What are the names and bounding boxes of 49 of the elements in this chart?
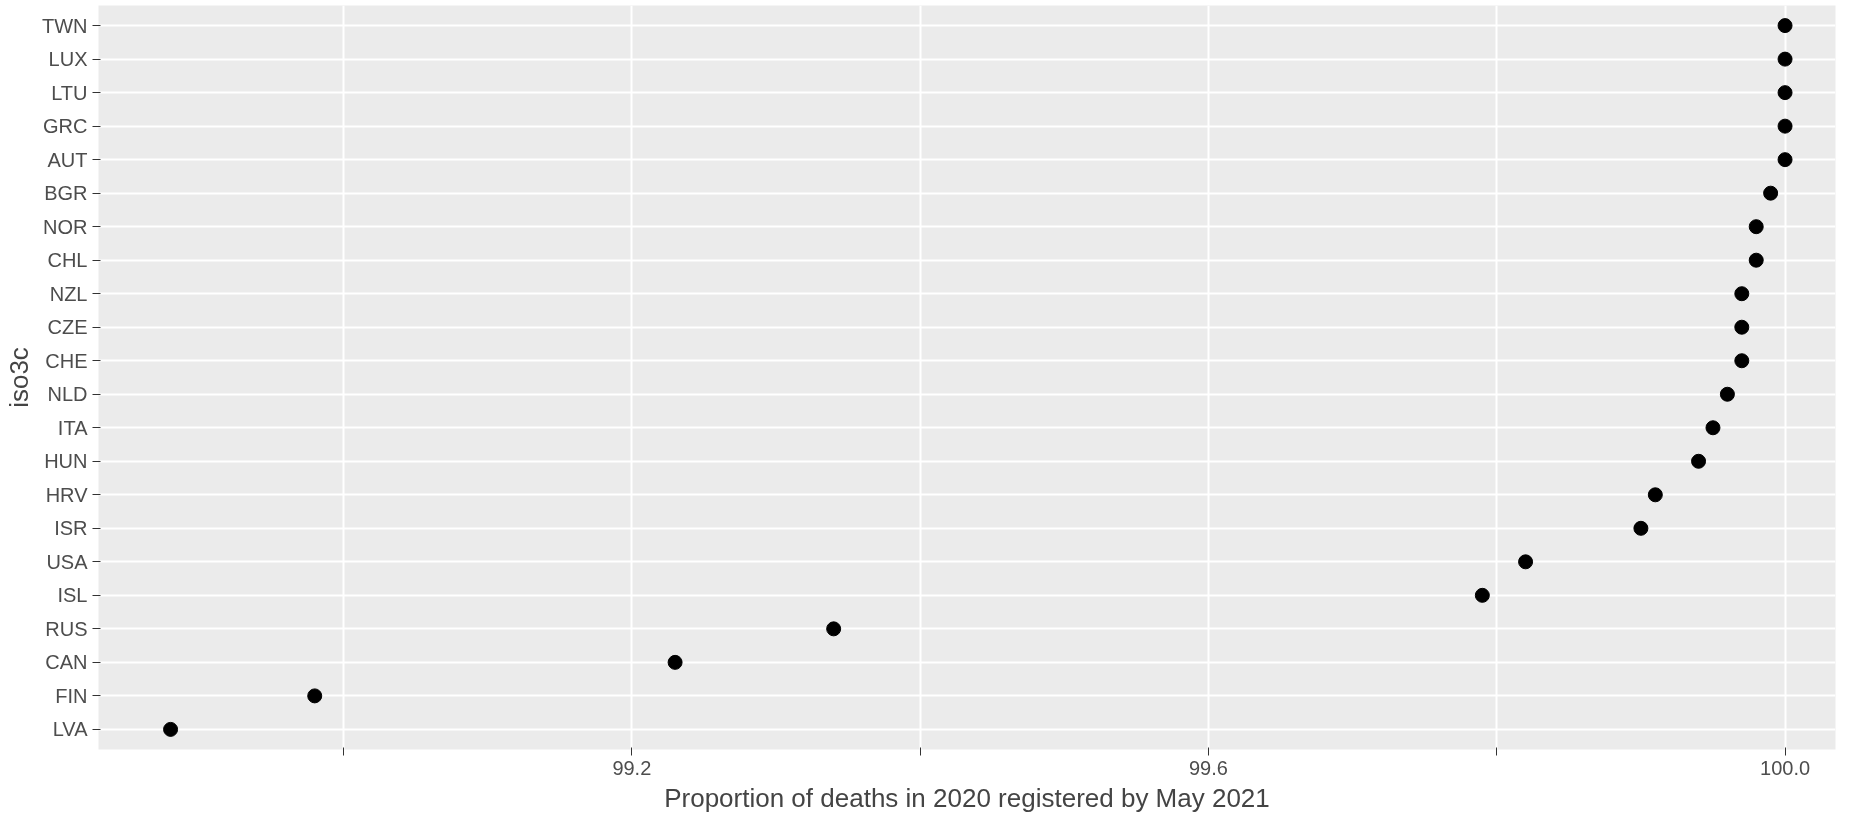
point (1633, 520, 1649, 536)
y-tick-label: CAN (45, 651, 88, 674)
point (1777, 51, 1793, 67)
point (1691, 453, 1707, 469)
y-tick-label: ISR (54, 517, 88, 540)
point (1734, 353, 1750, 369)
y-tick-label: LVA (52, 718, 89, 741)
x-axis-title: Proportion of deaths in 2020 registered by May 2021 (664, 782, 1270, 813)
y-tick-label: LUX (48, 48, 88, 71)
point (1763, 185, 1779, 201)
y-tick-label: CZE (47, 316, 88, 339)
y-tick-label: ITA (57, 416, 89, 439)
point (1748, 252, 1764, 268)
point (1734, 286, 1750, 302)
point (1777, 85, 1793, 101)
point (307, 688, 323, 704)
point (1518, 554, 1534, 570)
y-axis-title: iso3c (3, 347, 34, 408)
y-tick-label: USA (46, 550, 89, 573)
point (1647, 487, 1663, 503)
y-tick-label: NOR (43, 215, 88, 238)
point (163, 721, 179, 737)
y-tick-label: AUT (47, 148, 88, 171)
y-tick-label: ISL (57, 584, 88, 607)
point (1748, 219, 1764, 235)
x-tick-label: 99.2 (612, 756, 652, 779)
point (1777, 18, 1793, 34)
y-tick-label: NLD (47, 383, 88, 406)
y-tick-label: HUN (44, 450, 88, 473)
y-tick-label: FIN (55, 684, 88, 707)
y-tick-label: HRV (45, 483, 89, 506)
point (1734, 319, 1750, 335)
point (1474, 587, 1490, 603)
y-tick-label: TWN (41, 14, 88, 37)
y-tick-label: NZL (49, 282, 88, 305)
point (667, 654, 683, 670)
y-tick-label: CHL (47, 249, 88, 272)
point (1719, 386, 1735, 402)
point (1777, 152, 1793, 168)
y-tick-label: CHE (45, 349, 88, 372)
point (826, 621, 842, 637)
x-tick-label: 100.0 (1760, 756, 1811, 779)
point (1705, 420, 1721, 436)
point (1777, 118, 1793, 134)
x-tick-label: 99.6 (1188, 756, 1228, 779)
y-tick-label: BGR (44, 182, 88, 205)
y-tick-label: LTU (51, 81, 88, 104)
y-tick-label: GRC (43, 115, 88, 138)
y-tick-label: RUS (45, 617, 88, 640)
